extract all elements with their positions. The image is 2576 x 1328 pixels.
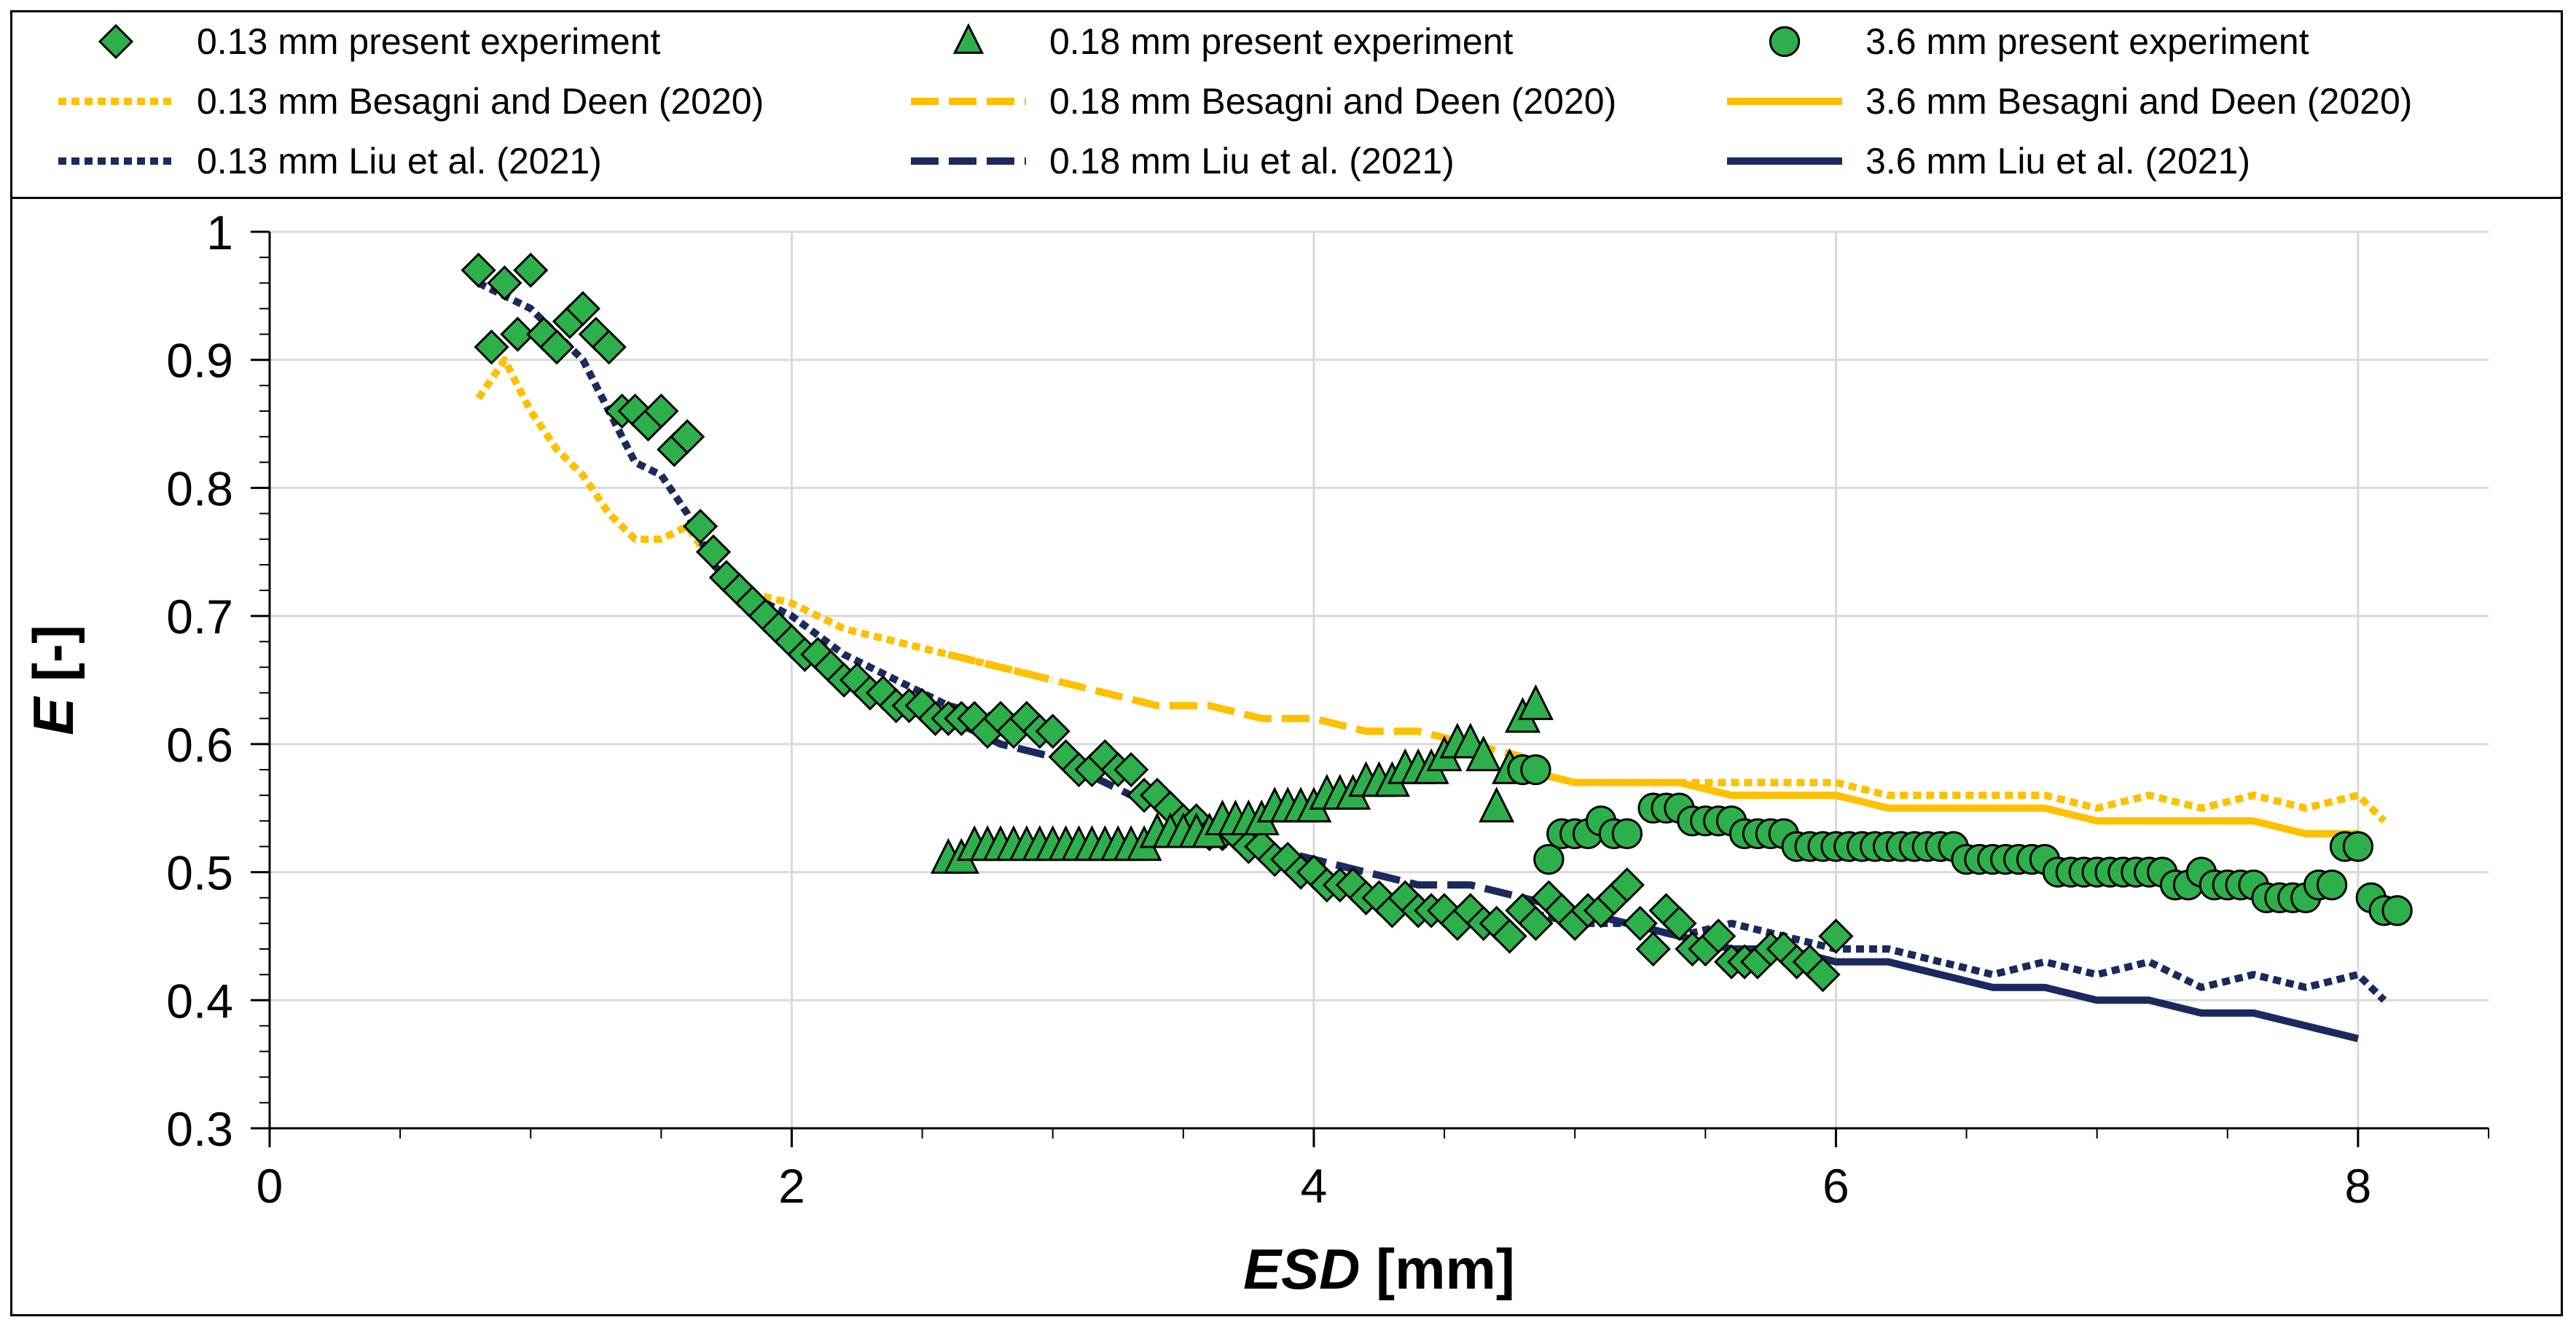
point-3-6-mm-present-experiment	[1611, 818, 1643, 850]
point-3-6-mm-present-experiment	[2316, 869, 2348, 901]
point-0-13-mm-present-experiment	[1492, 918, 1527, 954]
point-0-13-mm-present-experiment	[513, 252, 549, 288]
point-3-6-mm-present-experiment	[2342, 831, 2374, 862]
y-tick-label: 0.4	[166, 974, 233, 1028]
legend-swatch	[952, 23, 984, 54]
point-0-13-mm-present-experiment	[487, 265, 522, 301]
point-0-13-mm-present-experiment	[1518, 905, 1554, 941]
point-0-13-mm-present-experiment	[1635, 931, 1671, 967]
x-tick-label: 8	[2345, 1159, 2372, 1213]
point-0-13-mm-present-experiment	[1113, 751, 1149, 788]
x-tick-label: 4	[1301, 1159, 1328, 1213]
series-line-0-13-mm-liu-et-al-2021-extension	[1522, 907, 2387, 1003]
y-axis-title: E [-]	[21, 625, 85, 735]
x-tick-label: 2	[778, 1159, 805, 1213]
y-tick-label: 0.5	[166, 846, 233, 900]
legend-swatch	[58, 157, 173, 165]
legend-label: 0.13 mm present experiment	[197, 21, 661, 62]
point-0-13-mm-present-experiment	[500, 316, 536, 352]
point-0-13-mm-present-experiment	[1818, 918, 1854, 954]
legend-swatch	[911, 98, 1026, 105]
y-tick-label: 0.8	[166, 461, 233, 515]
point-0-13-mm-present-experiment	[1661, 905, 1697, 941]
point-0-13-mm-present-experiment	[474, 329, 509, 365]
point-0-13-mm-present-experiment	[461, 252, 496, 288]
legend-swatch	[1769, 26, 1801, 58]
y-tick-label: 1	[206, 206, 233, 259]
y-tick-label: 0.6	[166, 718, 233, 772]
legend-label: 0.13 mm Besagni and Deen (2020)	[197, 81, 764, 122]
legend-marker-sample	[98, 23, 134, 60]
legend-item-0-13-mm-present-experiment: 0.13 mm present experiment	[54, 16, 660, 67]
figure-frame	[10, 10, 2563, 1316]
y-tick-label: 0.9	[166, 334, 233, 388]
point-0-13-mm-present-experiment	[1805, 957, 1841, 993]
legend-label: 3.6 mm present experiment	[1866, 21, 2309, 62]
legend-swatch	[1727, 157, 1842, 165]
point-0-13-mm-present-experiment	[643, 393, 679, 429]
legend-item-0-18-mm-present-experiment: 0.18 mm present experiment	[907, 16, 1513, 67]
legend-item-3-6-mm-present-experiment: 3.6 mm present experiment	[1723, 16, 2309, 67]
point-3-6-mm-present-experiment	[2381, 895, 2413, 926]
point-0-13-mm-present-experiment	[539, 329, 575, 365]
point-0-13-mm-present-experiment	[682, 509, 719, 544]
legend-swatch	[1727, 98, 1842, 105]
legend-item-0-13-mm-liu-et-al-2021: 0.13 mm Liu et al. (2021)	[54, 136, 602, 187]
legend-marker-sample	[1769, 26, 1801, 58]
legend-item-0-18-mm-liu-et-al-2021: 0.18 mm Liu et al. (2021)	[907, 136, 1455, 187]
legend-swatch	[58, 98, 173, 105]
y-tick-label: 0.3	[166, 1102, 233, 1156]
legend-divider	[10, 197, 2563, 199]
point-3-6-mm-present-experiment	[1533, 843, 1565, 875]
legend-item-0-18-mm-besagni-and-deen-2020: 0.18 mm Besagni and Deen (2020)	[907, 76, 1616, 127]
x-tick-label: 0	[257, 1159, 283, 1213]
point-0-13-mm-present-experiment	[591, 329, 627, 365]
legend-label: 0.18 mm Liu et al. (2021)	[1049, 141, 1455, 181]
series-line-0-13-mm-besagni-and-deen-2020	[475, 356, 1054, 684]
legend-item-0-13-mm-besagni-and-deen-2020: 0.13 mm Besagni and Deen (2020)	[54, 76, 764, 127]
x-tick-label: 6	[1823, 1159, 1849, 1213]
legend-label: 0.18 mm present experiment	[1049, 21, 1514, 62]
series-line-0-18-mm-besagni-and-deen-2020	[947, 651, 1524, 761]
legend-swatch	[98, 23, 134, 60]
point-0-13-mm-present-experiment	[1701, 918, 1737, 954]
point-0-13-mm-present-experiment	[1035, 714, 1070, 749]
point-0-13-mm-present-experiment	[1609, 867, 1645, 903]
axes	[251, 230, 2489, 1147]
point-0-18-mm-present-experiment	[1517, 684, 1554, 720]
y-tick-label: 0.7	[166, 590, 233, 644]
legend-label: 0.18 mm Besagni and Deen (2020)	[1049, 81, 1617, 122]
series-markers	[461, 252, 2413, 993]
legend-item-3-6-mm-liu-et-al-2021: 3.6 mm Liu et al. (2021)	[1723, 136, 2250, 187]
point-0-13-mm-present-experiment	[1622, 905, 1658, 941]
point-0-13-mm-present-experiment	[695, 534, 732, 570]
x-axis-title: ESD [mm]	[1243, 1237, 1515, 1301]
gridlines	[270, 230, 2489, 1128]
series-line-3-6-mm-besagni-and-deen-2020	[1522, 766, 2358, 837]
series-line-0-13-mm-besagni-and-deen-2020-extension	[1522, 766, 2387, 824]
point-0-18-mm-present-experiment	[1479, 786, 1515, 823]
point-3-6-mm-present-experiment	[1520, 754, 1551, 786]
legend-label: 0.13 mm Liu et al. (2021)	[197, 141, 602, 181]
point-0-13-mm-present-experiment	[565, 291, 601, 327]
legend-swatch	[911, 157, 1026, 165]
legend-item-3-6-mm-besagni-and-deen-2020: 3.6 mm Besagni and Deen (2020)	[1723, 76, 2412, 127]
point-0-18-mm-present-experiment	[1465, 735, 1502, 772]
series-line-3-6-mm-liu-et-al-2021	[1522, 894, 2360, 1042]
legend-label: 3.6 mm Besagni and Deen (2020)	[1866, 81, 2413, 122]
legend-marker-sample	[952, 23, 984, 54]
legend-label: 3.6 mm Liu et al. (2021)	[1866, 141, 2251, 181]
tick-labels: 0.3 0.4 0.5 0.6 0.7 0.8 0.9 1 0 2 4 6 8	[166, 206, 2371, 1213]
point-0-13-mm-present-experiment	[670, 419, 705, 455]
legend: 0.13 mm present experiment 0.18 mm presen…	[10, 10, 2563, 197]
